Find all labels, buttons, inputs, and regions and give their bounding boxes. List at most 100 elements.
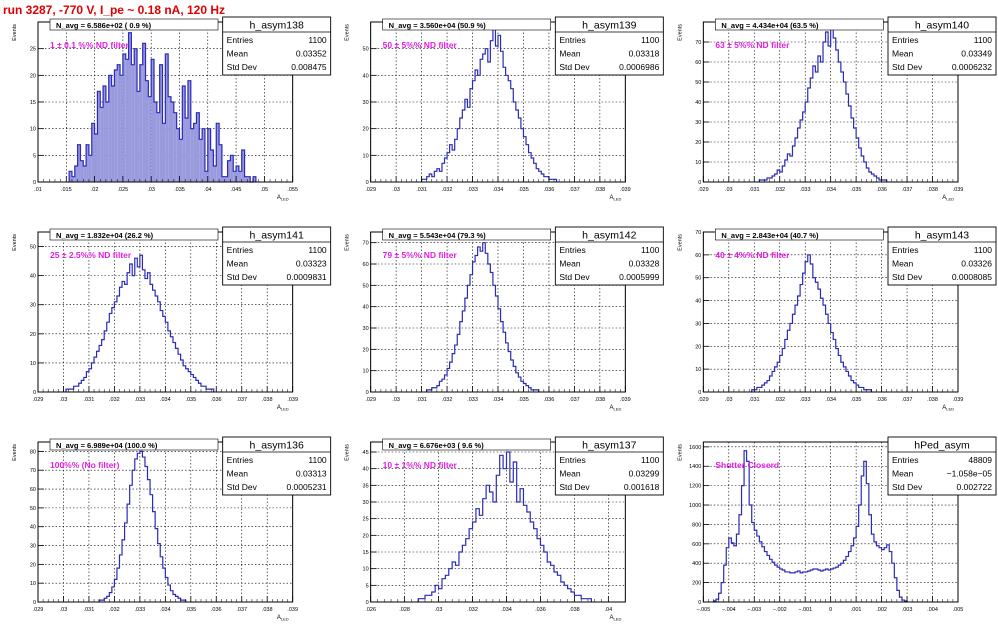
histogram-bin [137, 91, 140, 182]
stats-value: 0.03352 [296, 49, 327, 59]
y-tick-label: 60 [363, 262, 369, 268]
x-tick-label: .034 [501, 607, 512, 613]
y-tick-label: 30 [695, 321, 701, 327]
histogram-bin [173, 112, 177, 182]
x-axis-title: ALED [277, 195, 289, 202]
filter-annotation: 100%% (No filter) [50, 460, 120, 470]
histogram-bin [156, 112, 160, 182]
filter-annotation: 40 ± 4%% ND filter [715, 250, 790, 260]
y-tick-label: 800 [692, 522, 701, 528]
histogram-bin [83, 166, 87, 182]
y-tick-label: 40 [363, 73, 369, 79]
histogram-name: h_asym136 [250, 440, 304, 452]
histogram-bin [241, 150, 245, 182]
stats-value: 0.0005999 [619, 272, 659, 282]
x-tick-label: .02 [91, 187, 99, 193]
y-axis-title: Events [345, 444, 351, 461]
y-tick-label: 400 [692, 561, 701, 567]
x-tick-label: .029 [698, 187, 709, 193]
x-tick-label: .032 [109, 397, 120, 403]
stats-value: 1100 [974, 245, 993, 255]
y-tick-label: 60 [695, 253, 701, 259]
stats-value: 1100 [308, 245, 327, 255]
navg-box [715, 18, 884, 31]
stats-label: Entries [892, 245, 918, 255]
histogram-bin [154, 102, 157, 182]
stats-label: Std Dev [559, 272, 590, 282]
y-tick-label: 0 [366, 180, 369, 186]
y-tick-label: 25 [30, 47, 36, 53]
x-tick-label: .04 [605, 607, 613, 613]
histogram-outline [758, 21, 888, 182]
x-tick-label: −.002 [773, 607, 787, 613]
y-tick-label: 1200 [689, 484, 701, 490]
x-tick-label: .033 [135, 397, 146, 403]
x-tick-label: .03 [725, 187, 733, 193]
navg-box [49, 438, 219, 451]
x-axis-title: ALED [610, 615, 622, 622]
stats-label: Std Dev [227, 272, 258, 282]
x-tick-label: −.004 [722, 607, 736, 613]
stats-label: Mean [892, 469, 914, 479]
x-tick-label: .036 [211, 397, 222, 403]
x-tick-label: .032 [442, 187, 453, 193]
x-tick-label: .032 [109, 607, 120, 613]
x-tick-label: .032 [467, 607, 478, 613]
histogram-bin [125, 59, 129, 183]
x-tick-label: .029 [365, 397, 376, 403]
y-tick-label: 10 [363, 369, 369, 375]
stats-value: 0.008475 [291, 62, 327, 72]
stats-label: Std Dev [892, 62, 923, 72]
y-tick-label: 40 [363, 467, 369, 473]
x-tick-label: .036 [876, 397, 887, 403]
histogram-bin [77, 144, 81, 182]
y-axis-title: Events [677, 234, 683, 251]
y-tick-label: 15 [30, 100, 36, 106]
y-tick-label: 45 [363, 450, 369, 456]
y-tick-label: 30 [363, 100, 369, 106]
x-tick-label: .003 [902, 607, 913, 613]
y-tick-label: 1000 [689, 503, 701, 509]
x-tick-label: .034 [160, 397, 171, 403]
stats-box [222, 16, 332, 76]
navg-label: N_avg = 6.989e+04 (100.0 %) [56, 441, 158, 450]
y-tick-label: 30 [30, 544, 36, 550]
y-axis-title: Events [345, 24, 351, 41]
x-tick-label: .03 [60, 397, 68, 403]
stats-value: 1100 [974, 35, 993, 45]
y-tick-label: 0 [33, 180, 36, 186]
y-tick-label: 20 [363, 347, 369, 353]
histogram-outline [421, 26, 558, 182]
histogram-outline [712, 450, 908, 602]
x-tick-label: .037 [569, 187, 580, 193]
y-tick-label: 1400 [689, 464, 701, 470]
x-tick-label: .034 [493, 187, 504, 193]
navg-label: N_avg = 5.543e+04 (79.3 %) [389, 231, 487, 240]
stats-label: Mean [227, 49, 249, 59]
stats-value: 0.03299 [629, 469, 660, 479]
histogram-bin [120, 75, 123, 182]
stats-box [554, 436, 664, 496]
y-tick-label: 50 [695, 276, 701, 282]
histogram-bin [244, 176, 248, 182]
histogram-bin [213, 166, 217, 182]
x-tick-label: .028 [399, 607, 410, 613]
y-tick-label: 10 [363, 567, 369, 573]
x-tick-label: .035 [851, 397, 862, 403]
histogram-bin [176, 128, 180, 182]
x-tick-label: .025 [118, 187, 129, 193]
y-tick-label: 40 [695, 299, 701, 305]
y-tick-label: 50 [363, 283, 369, 289]
stats-label: Mean [892, 259, 914, 269]
y-tick-label: 0 [698, 600, 701, 606]
x-tick-label: .036 [544, 187, 555, 193]
x-tick-label: .034 [825, 187, 836, 193]
x-tick-label: .015 [61, 187, 72, 193]
panel-h_asym140: .029 .03 .031 .032 .033 .034 .035 .036 .037 .038.… [677, 16, 997, 202]
histogram-bin [247, 176, 251, 182]
stats-value: 0.03349 [961, 49, 992, 59]
x-tick-label: .035 [851, 187, 862, 193]
navg-box [715, 228, 884, 241]
stats-label: Entries [559, 245, 585, 255]
